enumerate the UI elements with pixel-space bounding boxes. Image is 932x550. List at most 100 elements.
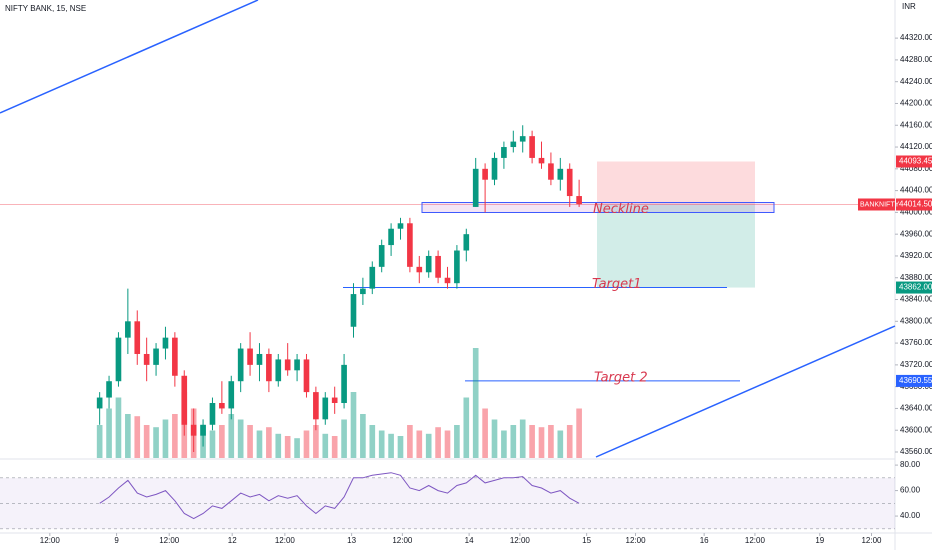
y-tick-label: 43760.00 bbox=[900, 338, 932, 347]
x-tick-label: 12:00 bbox=[275, 536, 296, 545]
candle-body bbox=[200, 424, 206, 436]
volume-bar bbox=[482, 408, 488, 458]
x-tick-label: 12:00 bbox=[392, 536, 413, 545]
volume-bar bbox=[510, 425, 517, 458]
last-tag-label: 44014.50 bbox=[899, 200, 932, 209]
candle-body bbox=[397, 223, 404, 229]
y-tick-label: 43560.00 bbox=[900, 447, 932, 456]
candle-body bbox=[284, 359, 291, 371]
x-tick-label: 9 bbox=[114, 536, 119, 545]
volume-bar bbox=[219, 425, 225, 458]
volume-bar bbox=[341, 419, 347, 458]
candle-body bbox=[172, 337, 178, 376]
annotation: Target1 bbox=[592, 277, 642, 292]
y-tick-label: 44000.00 bbox=[900, 207, 932, 216]
candle-body bbox=[482, 168, 488, 180]
volume-bar bbox=[407, 425, 413, 458]
volume-bar bbox=[463, 397, 470, 458]
y-tick-label: 44160.00 bbox=[900, 120, 932, 129]
candle-body bbox=[444, 277, 451, 284]
candle-body bbox=[190, 424, 197, 436]
volume-bar bbox=[501, 430, 507, 458]
candle-body bbox=[538, 157, 545, 164]
y-tick-label: 44120.00 bbox=[900, 142, 932, 151]
volume-bar bbox=[548, 425, 554, 458]
target-zone bbox=[597, 204, 755, 288]
x-tick-label: 12:00 bbox=[626, 536, 647, 545]
stop-zone bbox=[597, 161, 755, 205]
candle-body bbox=[435, 255, 441, 278]
stop-tag bbox=[896, 155, 932, 168]
stop-tag-label: 44093.45 bbox=[899, 157, 932, 166]
candle-body bbox=[472, 168, 479, 207]
volume-bar bbox=[322, 433, 329, 458]
candle-body bbox=[162, 337, 169, 349]
candle-body bbox=[153, 348, 159, 365]
candle-body bbox=[96, 397, 103, 409]
candle-body bbox=[219, 402, 225, 409]
candle-body bbox=[303, 359, 310, 393]
y-tick-label: 43600.00 bbox=[900, 425, 932, 434]
target1-tag bbox=[896, 281, 932, 294]
volume-bar bbox=[134, 416, 141, 458]
y-tick-label: 44320.00 bbox=[900, 33, 932, 42]
volume-bar bbox=[454, 425, 460, 458]
candle-body bbox=[181, 375, 188, 425]
candle-body bbox=[548, 163, 554, 180]
candle-body bbox=[454, 250, 460, 284]
candle-body bbox=[134, 321, 141, 354]
candle-body bbox=[388, 228, 394, 246]
x-tick-label: 12:00 bbox=[159, 536, 180, 545]
x-tick-label: 13 bbox=[347, 536, 356, 545]
volume-bar bbox=[576, 408, 582, 458]
volume-bar bbox=[125, 414, 131, 458]
volume-bar bbox=[209, 430, 216, 458]
candle-body bbox=[360, 288, 366, 295]
y-tick-label: 43960.00 bbox=[900, 229, 932, 238]
volume-bar bbox=[350, 392, 357, 458]
target2-tag-label: 43690.55 bbox=[899, 376, 932, 385]
candle-body bbox=[407, 223, 413, 267]
volume-bar bbox=[313, 425, 319, 458]
candle-body bbox=[350, 294, 357, 327]
volume-bar bbox=[369, 425, 376, 458]
x-tick-label: 15 bbox=[582, 536, 591, 545]
volume-bar bbox=[153, 427, 159, 458]
volume-bar bbox=[256, 430, 263, 458]
target2-tag bbox=[896, 374, 932, 387]
candle-body bbox=[463, 234, 470, 251]
rsi-tick-label: 60.00 bbox=[900, 486, 921, 495]
x-tick-label: 12 bbox=[228, 536, 237, 545]
volume-bar bbox=[397, 436, 404, 458]
candle-body bbox=[125, 321, 131, 338]
candle-body bbox=[294, 359, 300, 371]
y-tick-label: 43640.00 bbox=[900, 404, 932, 413]
candle-body bbox=[576, 196, 582, 205]
y-tick-label: 43720.00 bbox=[900, 360, 932, 369]
rsi-tick-label: 80.00 bbox=[900, 460, 921, 469]
volume-bar bbox=[143, 425, 150, 458]
volume-bar bbox=[557, 430, 564, 458]
volume-bar bbox=[266, 427, 272, 458]
candle-body bbox=[510, 141, 517, 148]
volume-bar bbox=[538, 427, 545, 458]
volume-bar bbox=[275, 433, 282, 458]
candle-body bbox=[529, 136, 535, 158]
volume-bar bbox=[425, 433, 432, 458]
rsi-line bbox=[99, 472, 580, 520]
candle-body bbox=[425, 255, 432, 273]
candle-body bbox=[106, 381, 112, 398]
trend-line bbox=[0, 0, 259, 114]
candle-body bbox=[378, 245, 385, 267]
volume-bar bbox=[519, 419, 526, 458]
volume-bar bbox=[237, 419, 244, 458]
y-tick-label: 44280.00 bbox=[900, 55, 932, 64]
trend-line bbox=[595, 325, 896, 458]
candle-body bbox=[491, 157, 498, 180]
volume-bar bbox=[331, 436, 338, 458]
volume-bar bbox=[284, 436, 291, 458]
candle-body bbox=[369, 266, 376, 289]
candle-body bbox=[209, 402, 216, 425]
candle-body bbox=[416, 266, 423, 273]
